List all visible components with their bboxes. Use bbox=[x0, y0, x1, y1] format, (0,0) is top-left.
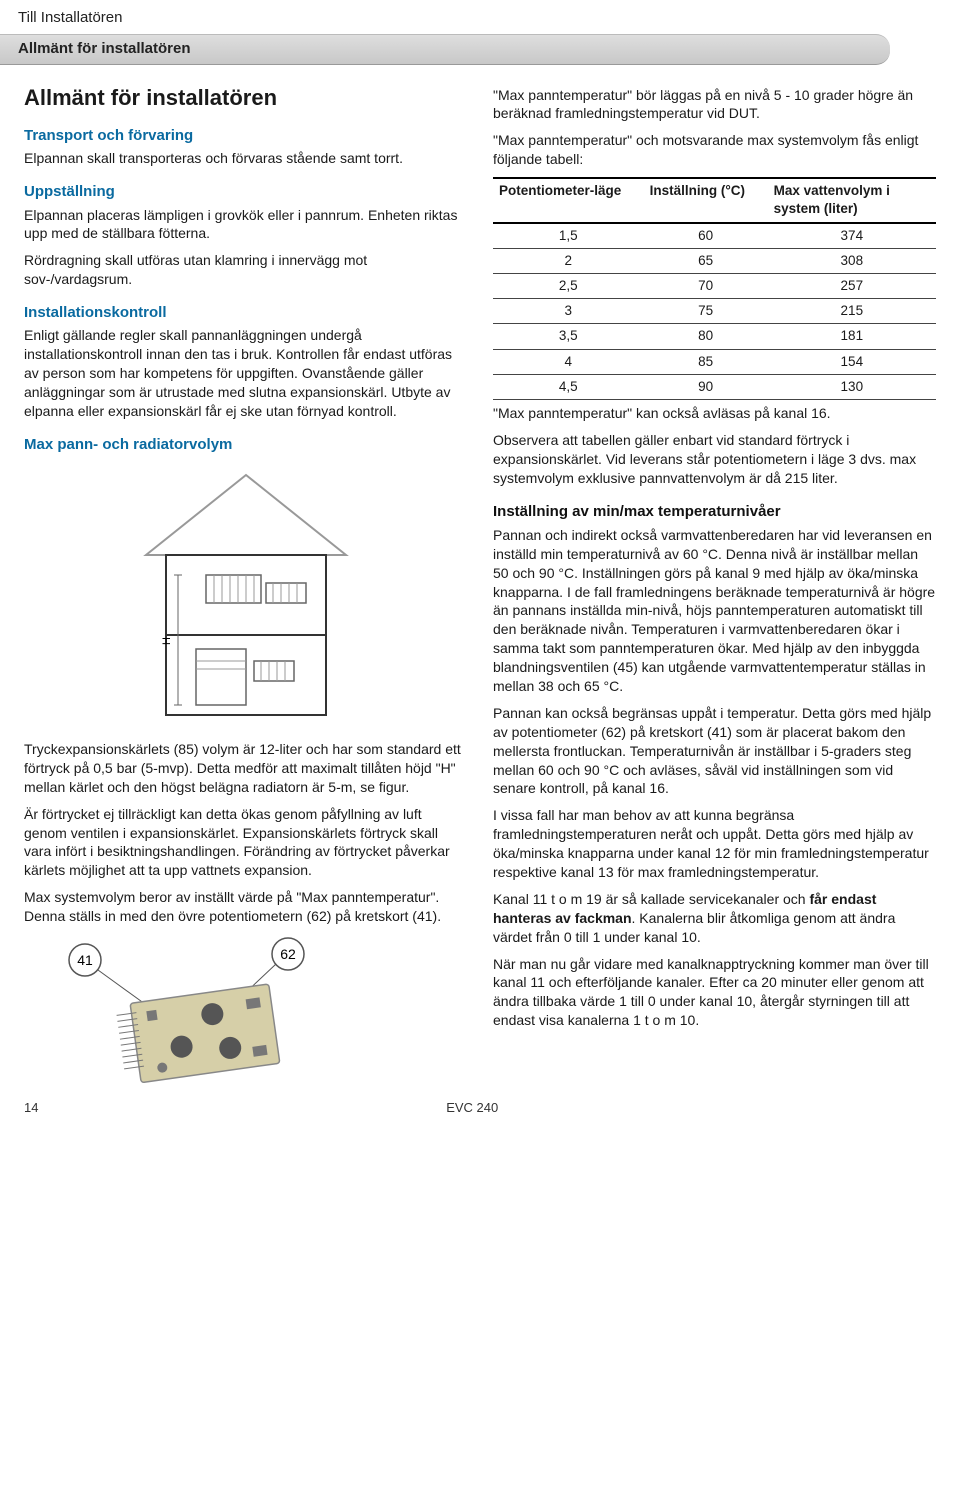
house-diagram: H bbox=[136, 465, 356, 730]
table-cell: 85 bbox=[644, 349, 768, 374]
para: Är förtrycket ej tillräckligt kan detta … bbox=[24, 805, 467, 881]
table-cell: 3,5 bbox=[493, 324, 644, 349]
table-row: 485154 bbox=[493, 349, 936, 374]
heading-setup: Uppställning bbox=[24, 182, 467, 202]
para: Kanal 11 t o m 19 är så kallade servicek… bbox=[493, 890, 936, 947]
table-cell: 374 bbox=[768, 223, 936, 249]
heading-max-volume: Max pann- och radiatorvolym bbox=[24, 435, 467, 455]
h-label: H bbox=[161, 637, 173, 645]
right-column: "Max panntemperatur" bör läggas på en ni… bbox=[493, 83, 936, 1089]
callout-62: 62 bbox=[280, 946, 296, 962]
table-cell: 130 bbox=[768, 374, 936, 399]
volume-table: Potentiometer-läge Inställning (°C) Max … bbox=[493, 177, 936, 400]
table-row: 4,590130 bbox=[493, 374, 936, 399]
table-cell: 70 bbox=[644, 273, 768, 298]
table-cell: 65 bbox=[644, 248, 768, 273]
para: Observera att tabellen gäller enbart vid… bbox=[493, 431, 936, 488]
table-row: 375215 bbox=[493, 299, 936, 324]
table-header: Inställning (°C) bbox=[644, 178, 768, 222]
table-cell: 181 bbox=[768, 324, 936, 349]
table-cell: 90 bbox=[644, 374, 768, 399]
para: Rördragning skall utföras utan klamring … bbox=[24, 251, 467, 289]
model-name: EVC 240 bbox=[38, 1099, 906, 1117]
heading-install-check: Installationskontroll bbox=[24, 303, 467, 323]
section-tab: Allmänt för installatören bbox=[0, 34, 890, 64]
table-cell: 154 bbox=[768, 349, 936, 374]
breadcrumb: Till Installatören bbox=[0, 0, 960, 34]
table-cell: 257 bbox=[768, 273, 936, 298]
table-cell: 4,5 bbox=[493, 374, 644, 399]
table-cell: 75 bbox=[644, 299, 768, 324]
para: "Max panntemperatur" kan också avläsas p… bbox=[493, 404, 936, 423]
table-cell: 80 bbox=[644, 324, 768, 349]
para: Elpannan skall transporteras och förvara… bbox=[24, 149, 467, 168]
table-cell: 4 bbox=[493, 349, 644, 374]
table-row: 3,580181 bbox=[493, 324, 936, 349]
para: Pannan kan också begränsas uppåt i tempe… bbox=[493, 704, 936, 798]
para: I vissa fall har man behov av att kunna … bbox=[493, 806, 936, 882]
para: "Max panntemperatur" och motsvarande max… bbox=[493, 131, 936, 169]
table-row: 2,570257 bbox=[493, 273, 936, 298]
left-column: Allmänt för installatören Transport och … bbox=[24, 83, 467, 1089]
page-number: 14 bbox=[24, 1099, 38, 1117]
callout-41: 41 bbox=[77, 952, 93, 968]
para: Elpannan placeras lämpligen i grovkök el… bbox=[24, 206, 467, 244]
table-row: 265308 bbox=[493, 248, 936, 273]
heading-min-max: Inställning av min/max temperaturnivåer bbox=[493, 502, 936, 522]
para: Enligt gällande regler skall pannanläggn… bbox=[24, 326, 467, 420]
para: Pannan och indirekt också varmvattenbere… bbox=[493, 526, 936, 696]
table-cell: 60 bbox=[644, 223, 768, 249]
table-cell: 3 bbox=[493, 299, 644, 324]
pcb-diagram: 41 62 bbox=[50, 934, 467, 1089]
table-cell: 1,5 bbox=[493, 223, 644, 249]
table-header: Potentiometer-läge bbox=[493, 178, 644, 222]
para: När man nu går vidare med kanalknapptryc… bbox=[493, 955, 936, 1031]
table-cell: 308 bbox=[768, 248, 936, 273]
table-cell: 2,5 bbox=[493, 273, 644, 298]
heading-transport: Transport och förvaring bbox=[24, 126, 467, 146]
table-cell: 215 bbox=[768, 299, 936, 324]
table-cell: 2 bbox=[493, 248, 644, 273]
para: Max systemvolym beror av inställt värde … bbox=[24, 888, 467, 926]
table-header: Max vattenvolym i system (liter) bbox=[768, 178, 936, 222]
table-row: 1,560374 bbox=[493, 223, 936, 249]
para: Tryckexpansionskärlets (85) volym är 12-… bbox=[24, 740, 467, 797]
para: "Max panntemperatur" bör läggas på en ni… bbox=[493, 86, 936, 124]
page-title: Allmänt för installatören bbox=[24, 83, 467, 113]
